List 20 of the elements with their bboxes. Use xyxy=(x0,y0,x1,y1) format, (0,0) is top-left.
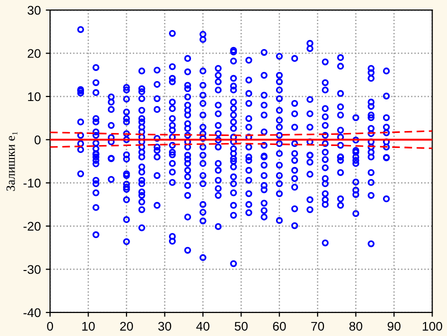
y-tick-label: -30 xyxy=(24,265,41,274)
x-tick-label: 60 xyxy=(273,322,286,331)
x-tick-label: 10 xyxy=(82,322,95,331)
x-tick-label: 30 xyxy=(158,322,172,331)
y-tick-label: 0 xyxy=(34,135,41,144)
x-tick-label: 80 xyxy=(349,322,362,331)
x-tick-label: 0 xyxy=(47,322,54,331)
y-tick-label: -10 xyxy=(24,178,41,188)
x-tick-label: 70 xyxy=(311,322,324,331)
y-tick-label: 20 xyxy=(28,49,41,58)
y-tick-label: -20 xyxy=(24,222,41,231)
x-tick-label: 40 xyxy=(196,322,210,331)
x-tick-label: 90 xyxy=(388,322,400,331)
y-tick-label: -40 xyxy=(24,308,41,318)
x-tick-label: 100 xyxy=(422,322,442,331)
y-tick-label: 10 xyxy=(28,92,41,102)
x-tick-label: 20 xyxy=(120,322,133,331)
x-tick-label: 50 xyxy=(234,322,248,331)
y-axis-title: Залишки e₁ xyxy=(6,132,18,191)
y-tick-label: 30 xyxy=(28,6,41,15)
